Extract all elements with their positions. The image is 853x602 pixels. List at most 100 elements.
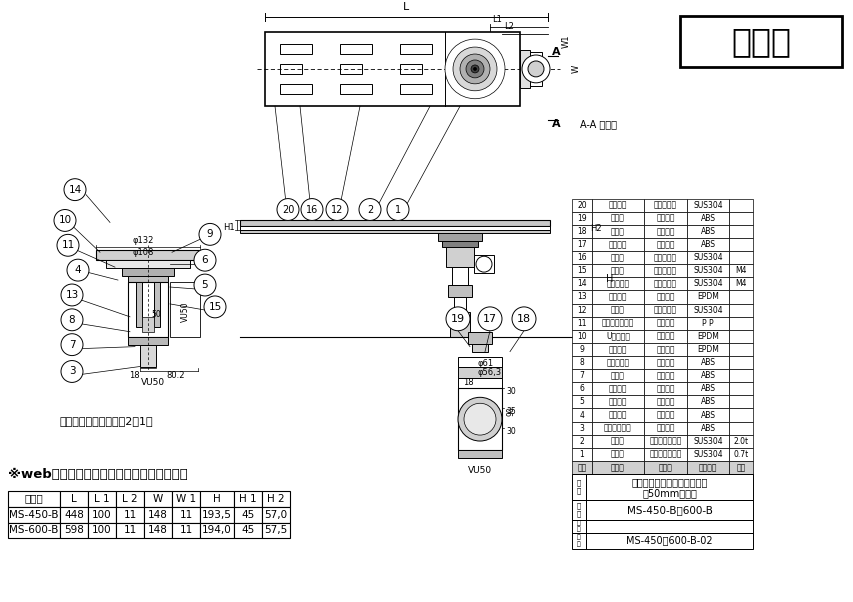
Text: 17: 17: [577, 240, 586, 249]
Bar: [591, 382, 643, 396]
Circle shape: [471, 65, 479, 73]
Text: ステンレス銅板: ステンレス銅板: [648, 450, 681, 459]
Text: 7: 7: [68, 340, 75, 350]
Circle shape: [452, 47, 496, 91]
Bar: [591, 408, 643, 421]
Bar: [728, 238, 752, 251]
Text: 偏芯推手: 偏芯推手: [608, 240, 626, 249]
Bar: [262, 507, 290, 523]
Circle shape: [61, 361, 83, 382]
Text: ABS: ABS: [699, 397, 715, 406]
Bar: [60, 507, 88, 523]
Text: 11: 11: [179, 509, 193, 520]
Text: 2: 2: [579, 436, 583, 445]
Circle shape: [444, 39, 504, 99]
Bar: [728, 278, 752, 290]
Bar: [200, 491, 234, 507]
Text: φ132: φ132: [132, 237, 154, 245]
Text: 合成樹脂: 合成樹脂: [655, 358, 674, 367]
Bar: [643, 382, 686, 396]
Text: SUS304: SUS304: [693, 450, 722, 459]
Bar: [643, 317, 686, 330]
Bar: [454, 297, 466, 312]
Bar: [262, 491, 290, 507]
Bar: [643, 199, 686, 212]
Text: 11: 11: [123, 526, 136, 535]
Text: 合成樹脂: 合成樹脂: [655, 384, 674, 393]
Bar: [686, 408, 728, 421]
Bar: [643, 330, 686, 343]
Bar: [572, 382, 591, 396]
Text: 15: 15: [577, 266, 586, 275]
Bar: [154, 282, 160, 327]
Text: 8: 8: [68, 315, 75, 325]
Text: 13: 13: [66, 290, 78, 300]
Text: 50: 50: [151, 311, 160, 319]
Text: 448: 448: [64, 509, 84, 520]
Bar: [445, 247, 473, 267]
Bar: [686, 264, 728, 278]
Text: A-A 断面図: A-A 断面図: [579, 119, 616, 129]
Bar: [686, 278, 728, 290]
Text: 材質記号: 材質記号: [698, 463, 717, 472]
Bar: [643, 225, 686, 238]
Text: 2.0t: 2.0t: [733, 436, 748, 445]
Bar: [728, 290, 752, 303]
Text: H 1: H 1: [239, 494, 257, 504]
Text: ステンレス: ステンレス: [653, 266, 676, 275]
Bar: [572, 533, 585, 548]
Bar: [88, 523, 116, 538]
Text: 寸
法: 寸 法: [577, 520, 580, 532]
Circle shape: [460, 54, 490, 84]
Bar: [591, 421, 643, 435]
Bar: [116, 523, 144, 538]
Bar: [591, 330, 643, 343]
Bar: [591, 251, 643, 264]
Bar: [728, 212, 752, 225]
Text: 取　手: 取 手: [611, 253, 624, 262]
Bar: [399, 64, 421, 74]
Text: 100: 100: [92, 526, 112, 535]
Bar: [442, 241, 478, 247]
Circle shape: [61, 284, 83, 306]
Text: 0.7t: 0.7t: [733, 450, 748, 459]
Text: SUS304: SUS304: [693, 436, 722, 445]
Text: H2: H2: [589, 224, 601, 233]
Text: フランジ: フランジ: [608, 411, 626, 420]
Text: 18: 18: [129, 371, 139, 380]
Text: 合成樹脂: 合成樹脂: [655, 214, 674, 223]
Text: H1: H1: [223, 223, 235, 232]
Bar: [572, 251, 591, 264]
Circle shape: [54, 209, 76, 231]
Text: 9: 9: [579, 345, 583, 354]
Text: 5: 5: [201, 280, 208, 290]
Bar: [280, 84, 311, 95]
Text: 57,5: 57,5: [264, 526, 287, 535]
Bar: [643, 278, 686, 290]
Bar: [686, 369, 728, 382]
Bar: [686, 212, 728, 225]
Bar: [643, 290, 686, 303]
Circle shape: [64, 179, 86, 200]
Bar: [585, 533, 752, 548]
Text: EPDM: EPDM: [696, 332, 718, 341]
Bar: [572, 500, 585, 520]
Circle shape: [473, 67, 476, 70]
Bar: [643, 461, 686, 474]
Text: ABS: ABS: [699, 227, 715, 236]
Text: VU50: VU50: [180, 302, 189, 322]
Bar: [728, 343, 752, 356]
Text: アイドー: アイドー: [608, 397, 626, 406]
Text: 防臭パイプ: 防臭パイプ: [606, 358, 629, 367]
Bar: [96, 250, 200, 260]
Bar: [264, 32, 519, 106]
Bar: [128, 282, 168, 337]
Bar: [234, 491, 262, 507]
Bar: [686, 343, 728, 356]
Text: 合成ゴム: 合成ゴム: [655, 345, 674, 354]
Bar: [88, 507, 116, 523]
Bar: [728, 356, 752, 369]
Text: A: A: [551, 46, 560, 57]
Bar: [643, 343, 686, 356]
Text: 18: 18: [516, 314, 531, 324]
